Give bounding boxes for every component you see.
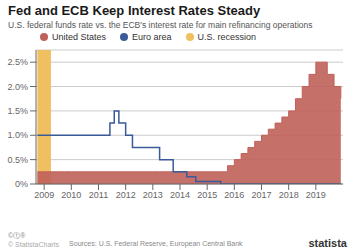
svg-text:2016: 2016 — [224, 190, 244, 200]
svg-text:2011: 2011 — [89, 190, 108, 200]
html-text:statista: statista — [308, 237, 347, 249]
html-text:Sources: U.S. Federal Reserve,: Sources: U.S. Federal Reserve, European … — [69, 240, 243, 247]
svg-text:2015: 2015 — [197, 190, 217, 200]
svg-text:1.5%: 1.5% — [8, 106, 28, 116]
svg-text:2.0%: 2.0% — [8, 82, 28, 92]
svg-text:2.5%: 2.5% — [8, 57, 28, 67]
svg-text:0.5%: 0.5% — [8, 155, 28, 165]
svg-text:2013: 2013 — [143, 190, 163, 200]
svg-text:2014: 2014 — [170, 190, 190, 200]
html-text:United States: United States — [52, 32, 106, 42]
html-text:Euro area: Euro area — [132, 32, 172, 42]
html-text:U.S. recession: U.S. recession — [197, 32, 257, 42]
svg-text:2010: 2010 — [61, 190, 81, 200]
html-text:© StatistaCharts: © StatistaCharts — [8, 241, 60, 248]
svg-text:2017: 2017 — [251, 190, 271, 200]
svg-text:2018: 2018 — [279, 190, 299, 200]
svg-text:2009: 2009 — [34, 190, 54, 200]
svg-text:2019: 2019 — [306, 190, 326, 200]
svg-text:1.0%: 1.0% — [8, 130, 28, 140]
html-text:Fed and ECB Keep Interest Rate: Fed and ECB Keep Interest Rates Steady — [8, 3, 261, 18]
svg-text:2012: 2012 — [116, 190, 136, 200]
html-text:U.S. federal funds rate vs. th: U.S. federal funds rate vs. the ECB's in… — [8, 20, 313, 30]
svg-text:0%: 0% — [15, 179, 28, 189]
